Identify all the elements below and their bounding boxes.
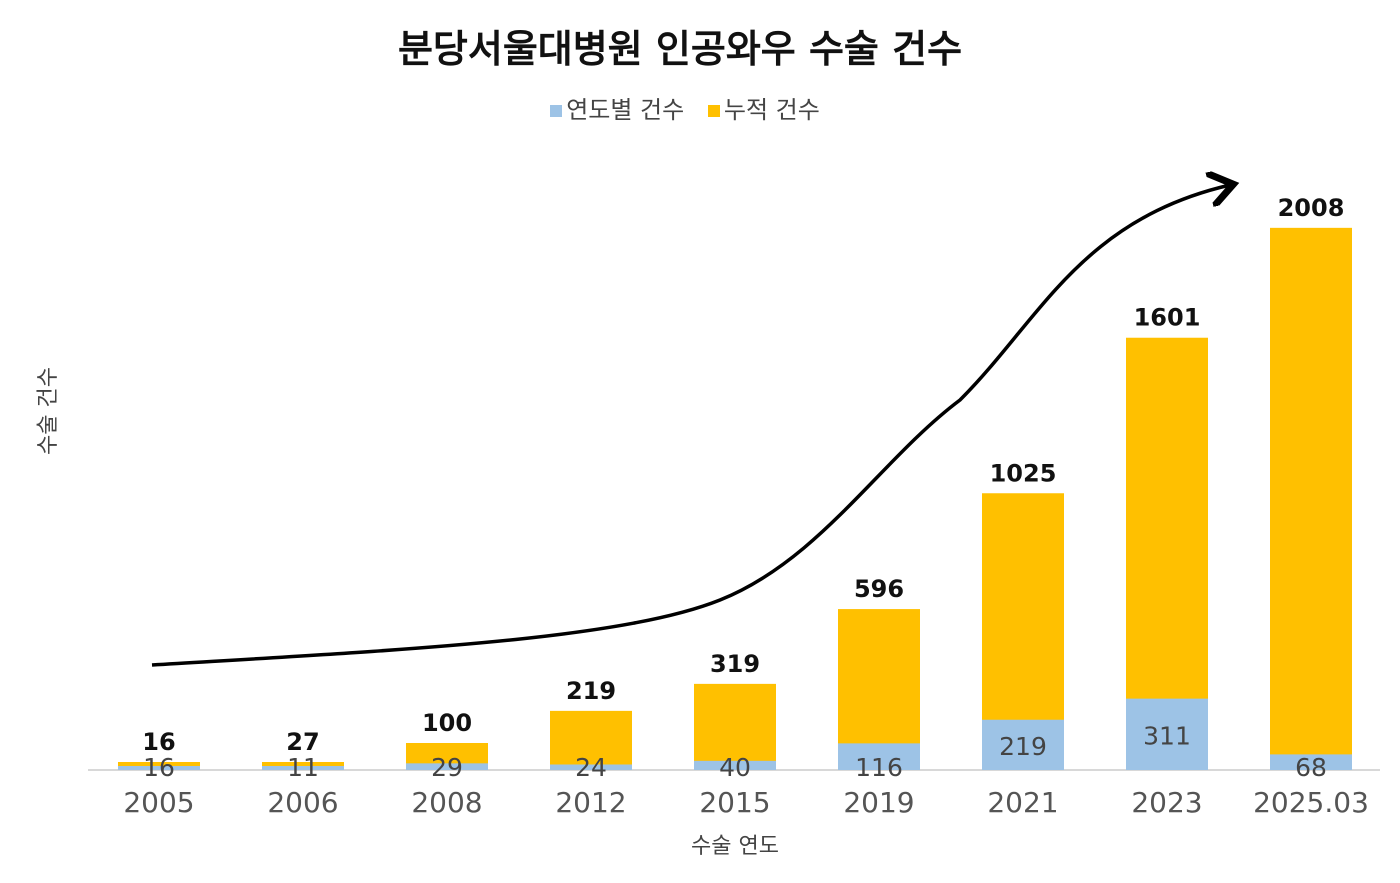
x-tick-label: 2015	[699, 786, 770, 819]
data-label-yearly: 40	[719, 753, 751, 782]
legend-label-yearly: 연도별 건수	[566, 96, 685, 124]
x-tick-label: 2023	[1131, 786, 1202, 819]
bar-yearly	[550, 764, 632, 770]
x-axis-label: 수술 연도	[691, 834, 779, 859]
x-tick-label: 2005	[123, 786, 194, 819]
legend-swatch-cumulative	[707, 105, 720, 117]
bar-yearly	[694, 760, 776, 770]
bar-cumulative	[1126, 337, 1208, 770]
data-label-yearly: 29	[431, 753, 463, 782]
legend-item-yearly: 연도별 건수	[550, 90, 684, 125]
bar-yearly	[1126, 698, 1208, 770]
data-label-cumulative: 219	[566, 677, 616, 705]
data-label-yearly: 11	[287, 753, 319, 782]
data-label-cumulative: 2008	[1278, 194, 1345, 222]
bar-yearly	[118, 766, 200, 770]
bar-yearly	[982, 719, 1064, 770]
bar-cumulative	[694, 683, 776, 770]
bar-yearly	[838, 743, 920, 770]
data-label-cumulative: 1601	[1134, 304, 1201, 332]
bar-cumulative	[1270, 227, 1352, 771]
x-tick-label: 2021	[987, 786, 1058, 819]
bar-yearly	[262, 766, 344, 770]
data-label-yearly: 16	[143, 753, 175, 782]
bar-cumulative	[550, 710, 632, 770]
bar-yearly	[406, 763, 488, 770]
chart-title: 분당서울대병원 인공와우 수술 건수	[397, 27, 963, 71]
data-label-yearly: 219	[999, 732, 1047, 761]
legend-label-cumulative: 누적 건수	[723, 96, 820, 124]
bar-yearly	[1270, 754, 1352, 770]
data-label-cumulative: 319	[710, 650, 760, 678]
legend-swatch-yearly	[550, 105, 563, 117]
data-label-cumulative: 596	[854, 575, 904, 603]
data-label-yearly: 68	[1295, 753, 1327, 782]
bar-cumulative	[838, 609, 920, 770]
trend-arrow	[151, 185, 1230, 667]
data-label-yearly: 311	[1143, 721, 1191, 750]
data-label-yearly: 116	[855, 753, 903, 782]
data-label-cumulative: 1025	[990, 459, 1057, 487]
x-tick-label: 2012	[555, 786, 626, 819]
x-tick-label: 2006	[267, 786, 338, 819]
legend-item-cumulative: 누적 건수	[707, 90, 820, 125]
data-label-cumulative: 16	[142, 728, 175, 756]
data-label-cumulative: 100	[422, 709, 472, 737]
data-label-yearly: 24	[575, 753, 607, 782]
data-label-cumulative: 27	[286, 728, 319, 756]
x-tick-label: 2025.03	[1253, 786, 1369, 819]
legend: 연도별 건수 누적 건수	[0, 90, 1370, 125]
x-tick-label: 2019	[843, 786, 914, 819]
x-tick-label: 2008	[411, 786, 482, 819]
